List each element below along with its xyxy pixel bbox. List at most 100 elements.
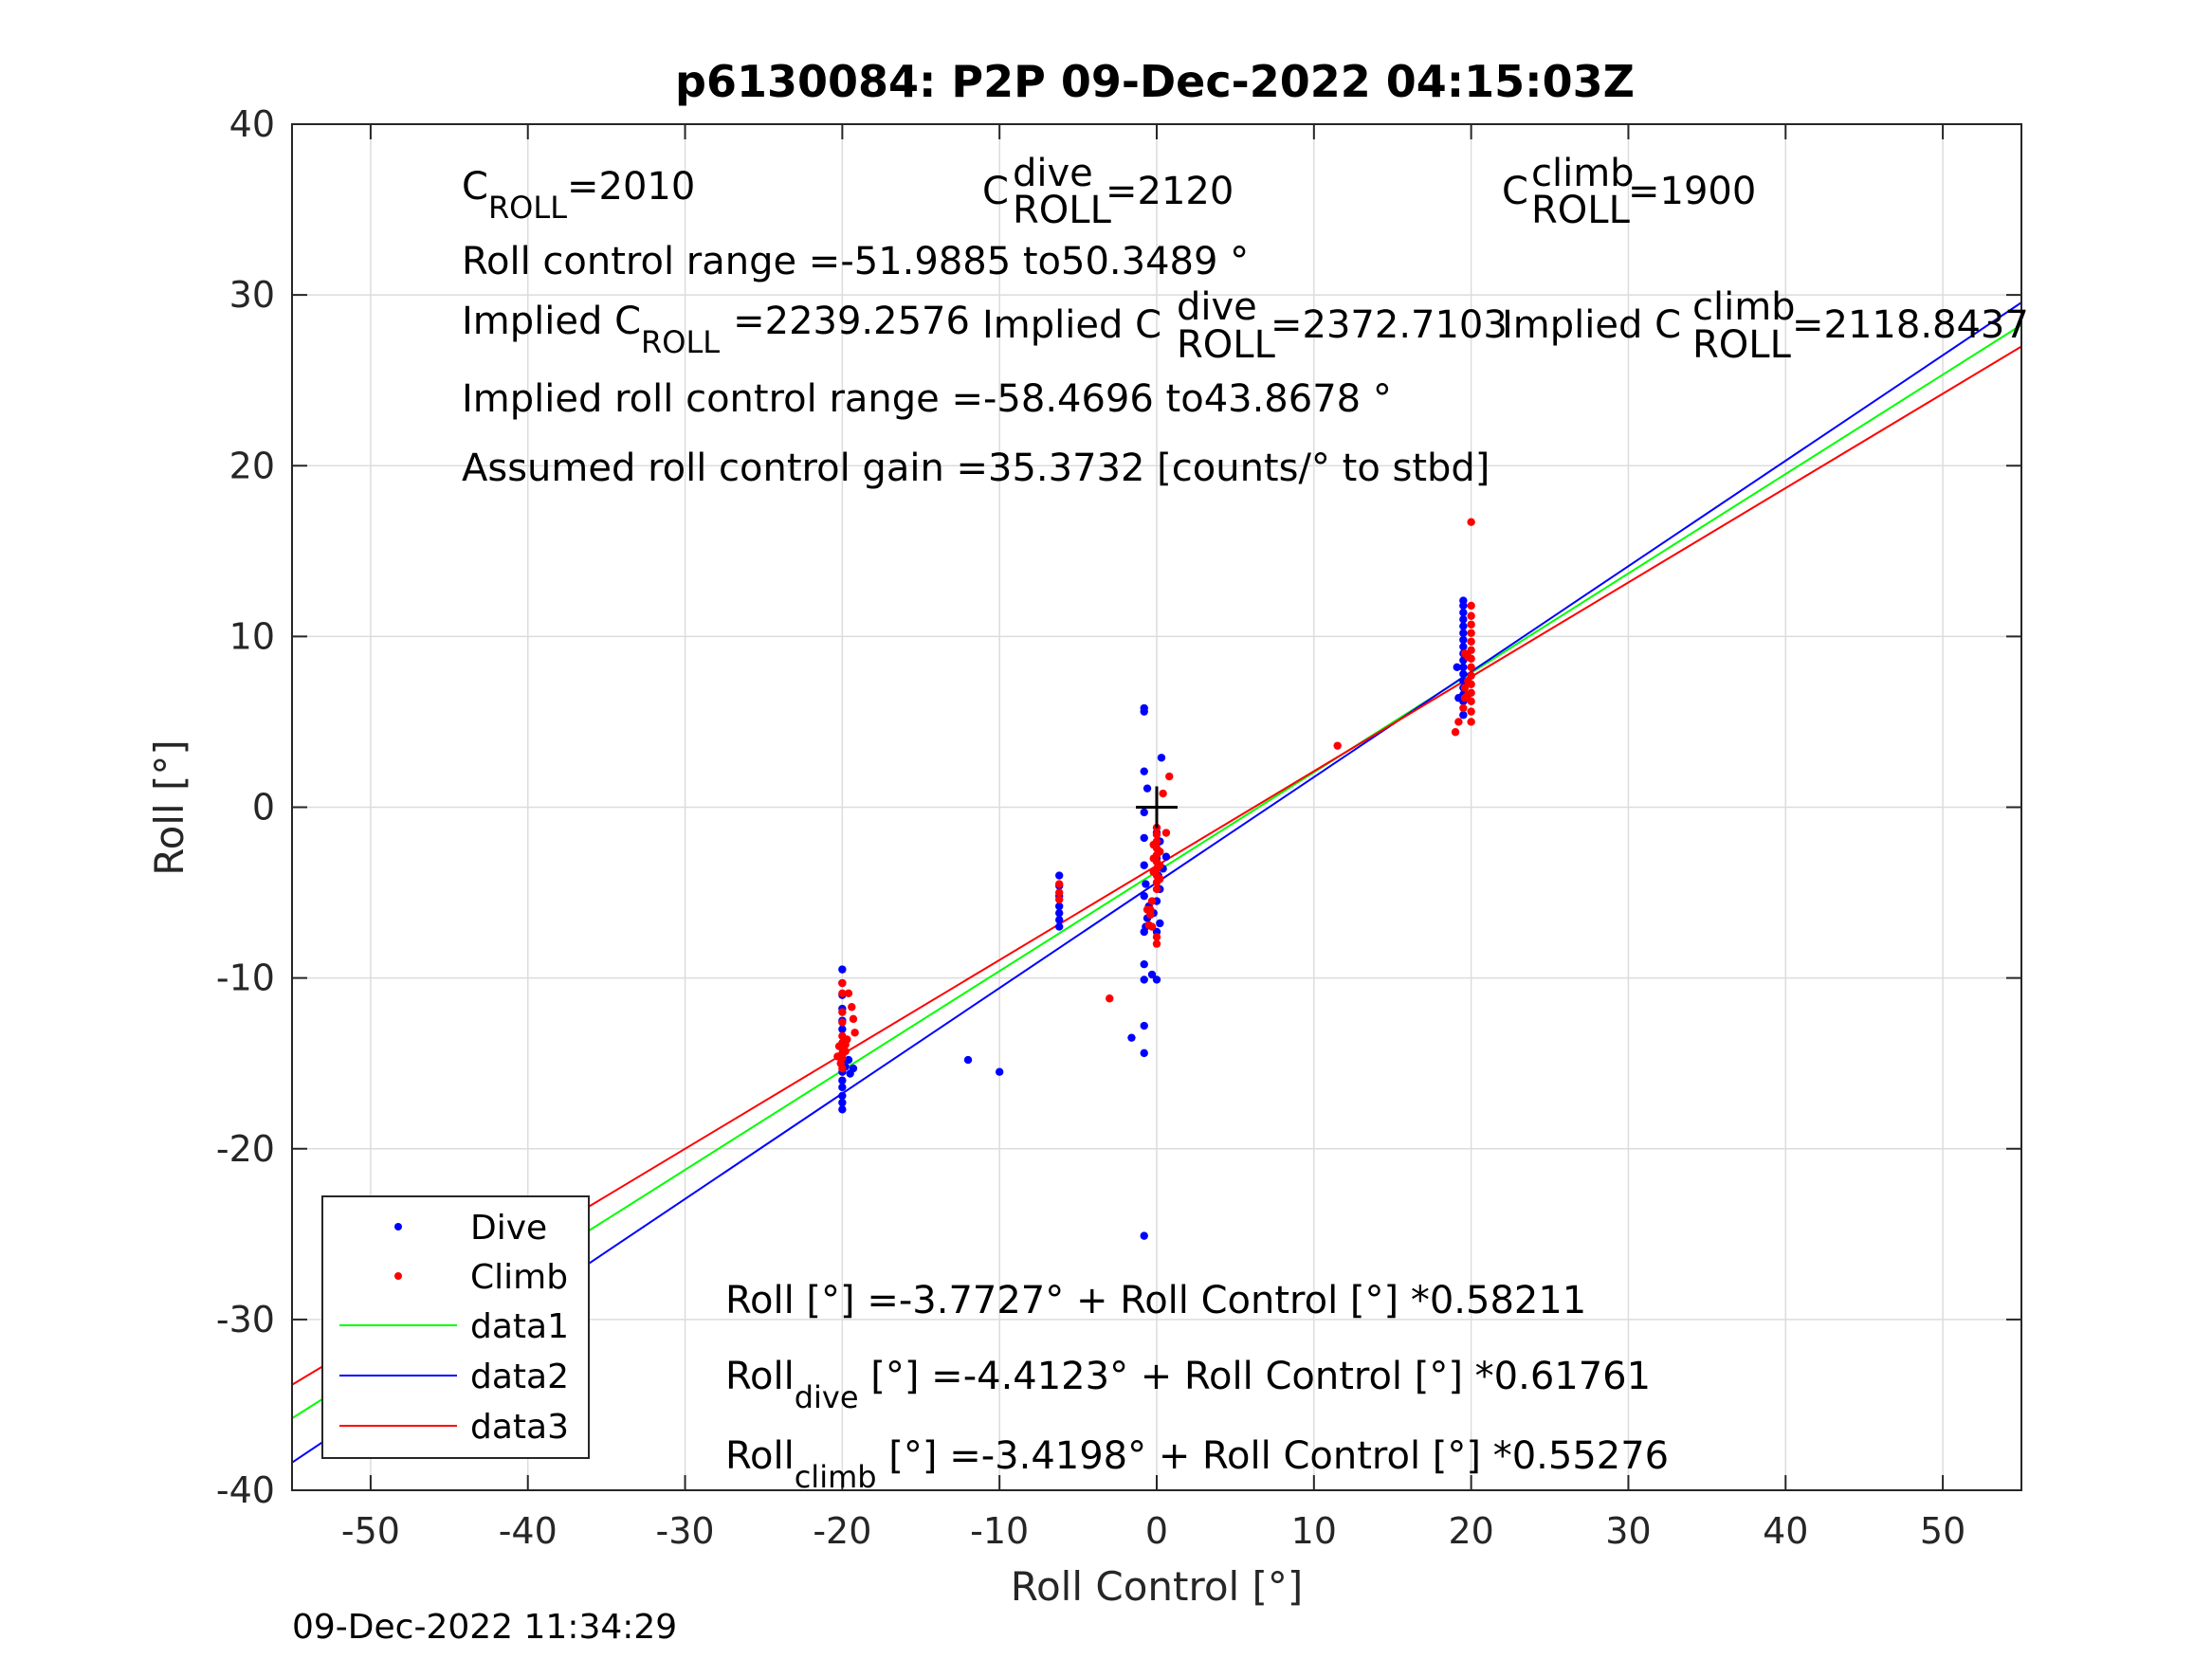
dive-point	[1143, 784, 1152, 793]
climb-point	[1149, 840, 1158, 849]
axes-box	[291, 123, 2022, 1491]
dive-point	[1459, 629, 1468, 637]
dive-point	[1054, 908, 1064, 918]
climb-point	[850, 1029, 859, 1037]
climb-point	[1467, 697, 1475, 706]
c-roll-dive-sub: ROLL	[1013, 189, 1112, 232]
c-roll-climb-value: =1900	[1628, 170, 1756, 213]
climb-point	[834, 1042, 844, 1050]
dive-point	[963, 1055, 973, 1065]
climb-point	[844, 989, 853, 998]
climb-point	[1467, 601, 1475, 611]
x-tick-label: 50	[1920, 1510, 1965, 1552]
dive-point	[1459, 642, 1468, 651]
dive-point	[1140, 960, 1148, 969]
x-tick-label: -30	[656, 1510, 715, 1552]
climb-point	[1152, 830, 1161, 839]
implied-c-roll-dive-label: Implied C	[982, 303, 1161, 347]
dive-point	[1459, 635, 1468, 645]
climb-point	[1451, 728, 1460, 737]
dive-point	[838, 1098, 847, 1107]
x-tick-label: 30	[1605, 1510, 1651, 1552]
dive-point	[849, 1064, 858, 1073]
dive-point	[1156, 919, 1164, 928]
climb-point	[1147, 922, 1157, 931]
implied-c-roll-dive-sub: ROLL	[1177, 323, 1276, 367]
dive-point	[1140, 1231, 1148, 1240]
equation-dive: Rolldive [°] =-4.4123° + Roll Control [°…	[725, 1355, 1651, 1415]
dive-point	[838, 1105, 847, 1114]
dive-point	[1459, 669, 1468, 679]
roll-range-label: Roll control range =-51.9885 to50.3489 °	[462, 240, 1249, 283]
y-tick-label: -20	[216, 1128, 275, 1170]
dive-point	[1054, 916, 1064, 924]
climb-point	[1152, 933, 1161, 941]
y-tick-label: 20	[229, 445, 275, 486]
dive-point	[844, 1055, 853, 1065]
equation-climb: Rollclimb [°] =-3.4198° + Roll Control […	[725, 1434, 1669, 1495]
climb-point	[833, 1052, 842, 1061]
x-tick-label: -20	[813, 1510, 871, 1552]
dive-point	[1161, 852, 1171, 861]
legend-climb-label: Climb	[470, 1258, 568, 1297]
climb-point	[838, 1018, 847, 1027]
climb-point	[1149, 854, 1158, 863]
climb-point	[1149, 867, 1158, 877]
legend-data2-label: data2	[470, 1358, 569, 1396]
gain-label: Assumed roll control gain =35.3732 [coun…	[462, 447, 1490, 490]
dive-point	[1054, 902, 1064, 911]
dive-point	[1140, 1048, 1148, 1058]
climb-point	[1467, 611, 1475, 620]
dive-point	[1459, 615, 1468, 624]
dive-point	[1459, 608, 1468, 617]
c-roll-label: CROLL=2010	[462, 165, 695, 226]
y-axis-label: Roll [°]	[146, 739, 192, 875]
legend-dive-marker	[394, 1223, 402, 1231]
climb-point	[849, 1014, 858, 1024]
c-roll-climb-sup: climb	[1531, 152, 1635, 195]
dive-point	[1459, 601, 1468, 611]
y-tick-label: 40	[229, 103, 275, 145]
implied-c-roll-climb-sub: ROLL	[1692, 323, 1792, 367]
climb-point	[1161, 829, 1171, 837]
climb-point	[1460, 649, 1470, 658]
legend-data1-label: data1	[470, 1307, 569, 1346]
climb-point	[838, 978, 847, 988]
climb-point	[1147, 897, 1157, 905]
dive-point	[1152, 975, 1161, 984]
climb-point	[1106, 994, 1114, 1003]
x-tick-label: -50	[341, 1510, 400, 1552]
climb-point	[1054, 895, 1064, 903]
climb-point	[838, 1008, 847, 1016]
legend-dive-label: Dive	[470, 1209, 547, 1248]
dive-point	[1459, 622, 1468, 630]
climb-point	[1159, 789, 1167, 798]
y-tick-label: 0	[252, 787, 275, 829]
x-tick-labels: -50 -40 -30 -20 -10 0 10 20 30 40 50	[341, 1510, 1965, 1552]
dive-point	[1459, 663, 1468, 671]
climb-point	[1467, 620, 1475, 629]
climb-point	[1460, 684, 1470, 692]
c-roll-dive-value: =2120	[1106, 170, 1234, 213]
climb-point	[1156, 874, 1164, 884]
x-tick-label: 40	[1763, 1510, 1808, 1552]
y-tick-labels: 40 30 20 10 0 -10 -20 -30 -40	[216, 103, 275, 1511]
dive-point	[1140, 833, 1148, 843]
dive-point	[838, 1025, 847, 1033]
implied-range-label: Implied roll control range =-58.4696 to4…	[462, 377, 1392, 421]
x-tick-label: 20	[1448, 1510, 1493, 1552]
dive-point	[1127, 1033, 1136, 1042]
climb-point	[1333, 741, 1342, 750]
equation-all: Roll [°] =-3.7727° + Roll Control [°] *0…	[725, 1279, 1586, 1322]
climb-point	[1165, 772, 1174, 781]
implied-c-roll-dive-value: =2372.7103	[1271, 303, 1508, 347]
implied-c-roll-climb-label: Implied C	[1502, 303, 1681, 347]
implied-c-roll-dive-sup: dive	[1177, 285, 1257, 329]
dive-point	[1140, 861, 1148, 869]
climb-point	[1454, 718, 1463, 726]
x-tick-label: -40	[499, 1510, 558, 1552]
c-roll-dive-label: C	[982, 170, 1009, 213]
implied-c-roll-label: Implied CROLL =2239.2576	[462, 300, 970, 360]
legend-climb-marker	[394, 1272, 402, 1280]
